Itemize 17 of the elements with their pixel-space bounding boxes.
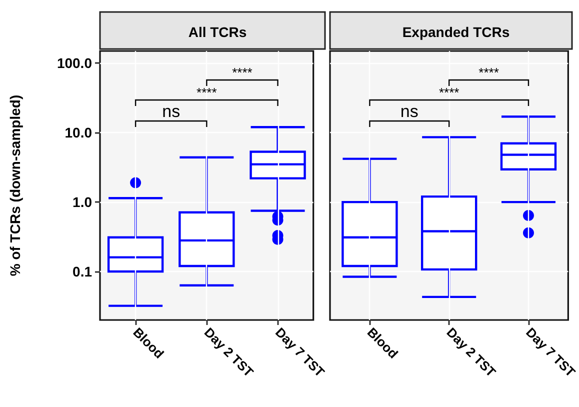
annotation: ****: [438, 85, 460, 100]
y-axis-title: % of TCRs (down-sampled): [7, 94, 23, 276]
x-tick-label: Day 7 TST: [272, 324, 328, 380]
chart-title: All TCRs: [188, 24, 247, 40]
x-tick-label: Day 2 TST: [444, 324, 499, 380]
y-tick-label: 1.0: [72, 194, 92, 210]
annotation: ****: [232, 65, 252, 80]
annotation: ****: [196, 85, 217, 100]
y-tick-label: 100.0: [56, 55, 92, 72]
annotation: ns: [400, 102, 418, 121]
x-tick-label: Day 2 TST: [201, 324, 256, 380]
y-tick-label: 0.1: [72, 263, 92, 280]
chart-title: Expanded TCRs: [402, 24, 510, 40]
annotation: ns: [162, 102, 180, 121]
annotation: ****: [478, 65, 499, 80]
y-tick-label: 10.0: [64, 124, 92, 141]
x-tick-label: Day 7 TST: [523, 324, 578, 380]
